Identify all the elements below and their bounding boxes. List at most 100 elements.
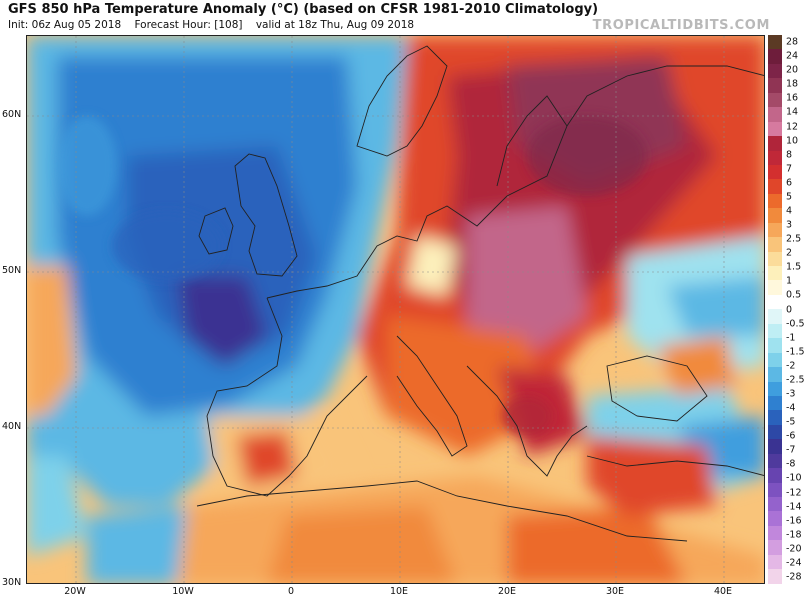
anomaly-field	[27, 36, 764, 583]
colorbar-segment	[768, 569, 782, 584]
lat-label-40n: 40N	[2, 421, 22, 432]
colorbar-tick-label: 8	[786, 149, 793, 161]
colorbar-tick-label: -14	[786, 501, 802, 513]
colorbar-segment	[768, 525, 782, 541]
colorbar-tick-label: -10	[786, 472, 802, 484]
colorbar-segment	[768, 309, 782, 324]
colorbar-tick-label: 5	[786, 191, 793, 203]
colorbar-segment	[768, 92, 782, 108]
colorbar-tick-label: 28	[786, 36, 799, 48]
colorbar-tick-label: -1.5	[786, 346, 805, 358]
colorbar-segment	[768, 107, 782, 122]
lon-label-20w: 20W	[64, 586, 86, 597]
colorbar-segment	[768, 136, 782, 151]
colorbar-segment	[768, 266, 782, 281]
colorbar-tick-label: -2.5	[786, 374, 805, 386]
colorbar-segment	[768, 381, 782, 396]
colorbar-tick-label: -1	[786, 332, 796, 344]
forecast-hour: Forecast Hour: [108]	[134, 19, 243, 31]
colorbar-segment	[768, 323, 782, 339]
colorbar-tick-label: -20	[786, 543, 802, 555]
colorbar-segment	[768, 468, 782, 483]
colorbar-tick-label: -5	[786, 416, 796, 428]
lon-label-20e: 20E	[497, 586, 517, 597]
colorbar-tick-label: 18	[786, 78, 799, 90]
colorbar-segment	[768, 179, 782, 194]
brand-watermark: TROPICALTIDBITS.COM	[592, 18, 770, 33]
colorbar-tick-label: -24	[786, 557, 802, 569]
colorbar-segment	[768, 164, 782, 180]
colorbar-tick-label: 16	[786, 92, 799, 104]
graticule	[27, 36, 764, 583]
colorbar-segment	[768, 511, 782, 526]
lon-label-0: 0	[287, 586, 295, 597]
anomaly-map	[26, 35, 765, 584]
lon-label-10w: 10W	[172, 586, 194, 597]
colorbar-segment	[768, 121, 782, 137]
colorbar-segment	[768, 410, 782, 425]
colorbar-segment	[768, 482, 782, 497]
colorbar-segment	[768, 208, 782, 223]
colorbar-tick-label: 10	[786, 135, 799, 147]
anomaly-detail	[57, 116, 647, 436]
colorbar-segment	[768, 497, 782, 512]
colorbar-segment	[768, 251, 782, 266]
colorbar-tick-label: 0	[786, 304, 793, 315]
colorbar-tick-label: 2.5	[786, 233, 802, 245]
colorbar-segment	[768, 150, 782, 165]
lat-label-60n: 60N	[2, 109, 22, 120]
colorbar-tick-label: -4	[786, 402, 796, 414]
colorbar-tick-label: 3	[786, 219, 793, 231]
lat-label-30n: 30N	[2, 577, 22, 588]
colorbar-segment	[768, 367, 782, 382]
colorbar-tick-label: 14	[786, 106, 799, 118]
colorbar-segment	[768, 352, 782, 368]
colorbar-tick-label: 6	[786, 177, 793, 189]
init-time: Init: 06z Aug 05 2018	[8, 19, 122, 31]
colorbar-segment	[768, 237, 782, 252]
colorbar-tick-label: 20	[786, 64, 799, 76]
coastlines	[196, 45, 764, 542]
lon-label-30e: 30E	[605, 586, 625, 597]
colorbar-segment	[768, 424, 782, 440]
colorbar-segment	[768, 193, 782, 209]
colorbar-tick-label: 0.5	[786, 289, 802, 301]
colorbar-segment	[768, 540, 782, 555]
colorbar-segment	[768, 63, 782, 79]
map-subtitle: Init: 06z Aug 05 2018 Forecast Hour: [10…	[8, 19, 424, 31]
colorbar-segment	[768, 453, 782, 469]
colorbar-segment	[768, 280, 782, 295]
colorbar-tick-label: 1.5	[786, 261, 802, 273]
colorbar-segment	[768, 338, 782, 353]
colorbar-tick-label: -6	[786, 430, 796, 442]
colorbar-segment	[768, 222, 782, 238]
colorbar-tick-label: 2	[786, 247, 793, 259]
colorbar-tick-label: 1	[786, 275, 793, 287]
colorbar-tick-label: -2	[786, 360, 796, 372]
colorbar-tick-label: 7	[786, 163, 793, 175]
colorbar-tick-label: 4	[786, 205, 793, 217]
colorbar-tick-label: -12	[786, 487, 802, 498]
colorbar-tick-label: 24	[786, 50, 799, 62]
colorbar-tick-label: -0.5	[786, 318, 805, 330]
colorbar-segment	[768, 49, 782, 64]
valid-time: valid at 18z Thu, Aug 09 2018	[255, 19, 415, 31]
colorbar-tick-label: -28	[786, 571, 802, 583]
lat-label-50n: 50N	[2, 265, 22, 276]
colorbar-segment	[768, 395, 782, 411]
colorbar	[768, 35, 782, 584]
colorbar-tick-label: -8	[786, 458, 796, 470]
colorbar-tick-label: -16	[786, 515, 802, 527]
colorbar-tick-label: 12	[786, 121, 799, 132]
colorbar-segment	[768, 554, 782, 570]
colorbar-tick-label: -7	[786, 444, 796, 456]
colorbar-segment	[768, 78, 782, 93]
colorbar-segment	[768, 35, 782, 50]
map-title: GFS 850 hPa Temperature Anomaly (°C) (ba…	[8, 2, 599, 17]
colorbar-segment	[768, 439, 782, 454]
colorbar-tick-label: -18	[786, 529, 802, 541]
lon-label-10e: 10E	[389, 586, 409, 597]
lon-label-40e: 40E	[713, 586, 733, 597]
colorbar-segment	[768, 294, 782, 310]
colorbar-tick-label: -3	[786, 388, 796, 400]
